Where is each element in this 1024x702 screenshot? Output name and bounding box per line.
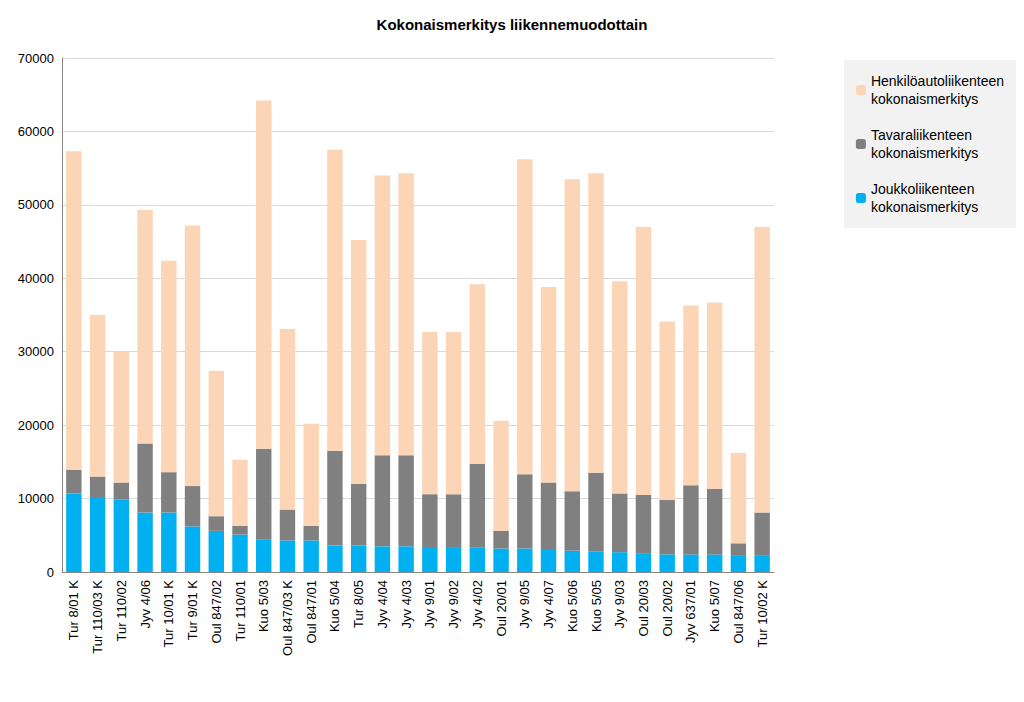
svg-text:10000: 10000 xyxy=(18,491,54,506)
svg-text:Jyv 4/04: Jyv 4/04 xyxy=(375,580,390,628)
svg-text:Joukkoliikenteen: Joukkoliikenteen xyxy=(871,181,975,197)
svg-text:Oul 20/01: Oul 20/01 xyxy=(494,580,509,636)
svg-text:60000: 60000 xyxy=(18,124,54,139)
svg-text:Tur 110/02: Tur 110/02 xyxy=(114,580,129,641)
svg-text:20000: 20000 xyxy=(18,418,54,433)
svg-text:Tur 10/02 K: Tur 10/02 K xyxy=(755,580,770,648)
svg-text:Oul 847/02: Oul 847/02 xyxy=(209,580,224,644)
svg-text:Kuo 5/03: Kuo 5/03 xyxy=(256,580,271,632)
svg-text:Jyv 4/07: Jyv 4/07 xyxy=(541,580,556,628)
svg-text:Oul 20/02: Oul 20/02 xyxy=(660,580,675,636)
svg-text:Tur 110/03 K: Tur 110/03 K xyxy=(90,580,105,654)
svg-text:40000: 40000 xyxy=(18,271,54,286)
svg-text:Jyv 9/02: Jyv 9/02 xyxy=(446,580,461,628)
svg-text:50000: 50000 xyxy=(18,197,54,212)
svg-text:0: 0 xyxy=(47,565,54,580)
svg-text:Kokonaismerkitys liikennemuodo: Kokonaismerkitys liikennemuodottain xyxy=(377,16,648,33)
svg-text:Oul 847/01: Oul 847/01 xyxy=(304,580,319,644)
svg-text:Henkilöautoliikenteen: Henkilöautoliikenteen xyxy=(871,73,1004,89)
svg-text:Jyv 4/03: Jyv 4/03 xyxy=(399,580,414,628)
svg-text:Kuo 5/07: Kuo 5/07 xyxy=(707,580,722,632)
svg-text:Kuo 5/06: Kuo 5/06 xyxy=(565,580,580,632)
svg-text:Tur 9/01 K: Tur 9/01 K xyxy=(185,580,200,641)
svg-text:kokonaismerkitys: kokonaismerkitys xyxy=(871,199,978,215)
svg-text:Jyv 9/05: Jyv 9/05 xyxy=(517,580,532,628)
svg-text:Tavaraliikenteen: Tavaraliikenteen xyxy=(871,127,972,143)
svg-text:Jyv 4/02: Jyv 4/02 xyxy=(470,580,485,628)
svg-text:30000: 30000 xyxy=(18,344,54,359)
svg-text:kokonaismerkitys: kokonaismerkitys xyxy=(871,145,978,161)
svg-text:Jyv 4/06: Jyv 4/06 xyxy=(138,580,153,628)
svg-text:Kuo 5/04: Kuo 5/04 xyxy=(327,580,342,632)
svg-text:Jyv 9/03: Jyv 9/03 xyxy=(612,580,627,628)
svg-text:Tur 110/01: Tur 110/01 xyxy=(233,580,248,641)
svg-text:Jyv 637/01: Jyv 637/01 xyxy=(683,580,698,643)
svg-text:Oul 847/03 K: Oul 847/03 K xyxy=(280,580,295,656)
svg-text:Tur 8/05: Tur 8/05 xyxy=(351,580,366,628)
svg-text:Tur 10/01 K: Tur 10/01 K xyxy=(161,580,176,648)
svg-text:kokonaismerkitys: kokonaismerkitys xyxy=(871,91,978,107)
svg-text:70000: 70000 xyxy=(18,51,54,66)
svg-text:Jyv 9/01: Jyv 9/01 xyxy=(422,580,437,628)
svg-text:Tur 8/01 K: Tur 8/01 K xyxy=(66,580,81,641)
svg-text:Oul 20/03: Oul 20/03 xyxy=(636,580,651,636)
svg-text:Kuo 5/05: Kuo 5/05 xyxy=(589,580,604,632)
svg-text:Oul 847/06: Oul 847/06 xyxy=(731,580,746,644)
